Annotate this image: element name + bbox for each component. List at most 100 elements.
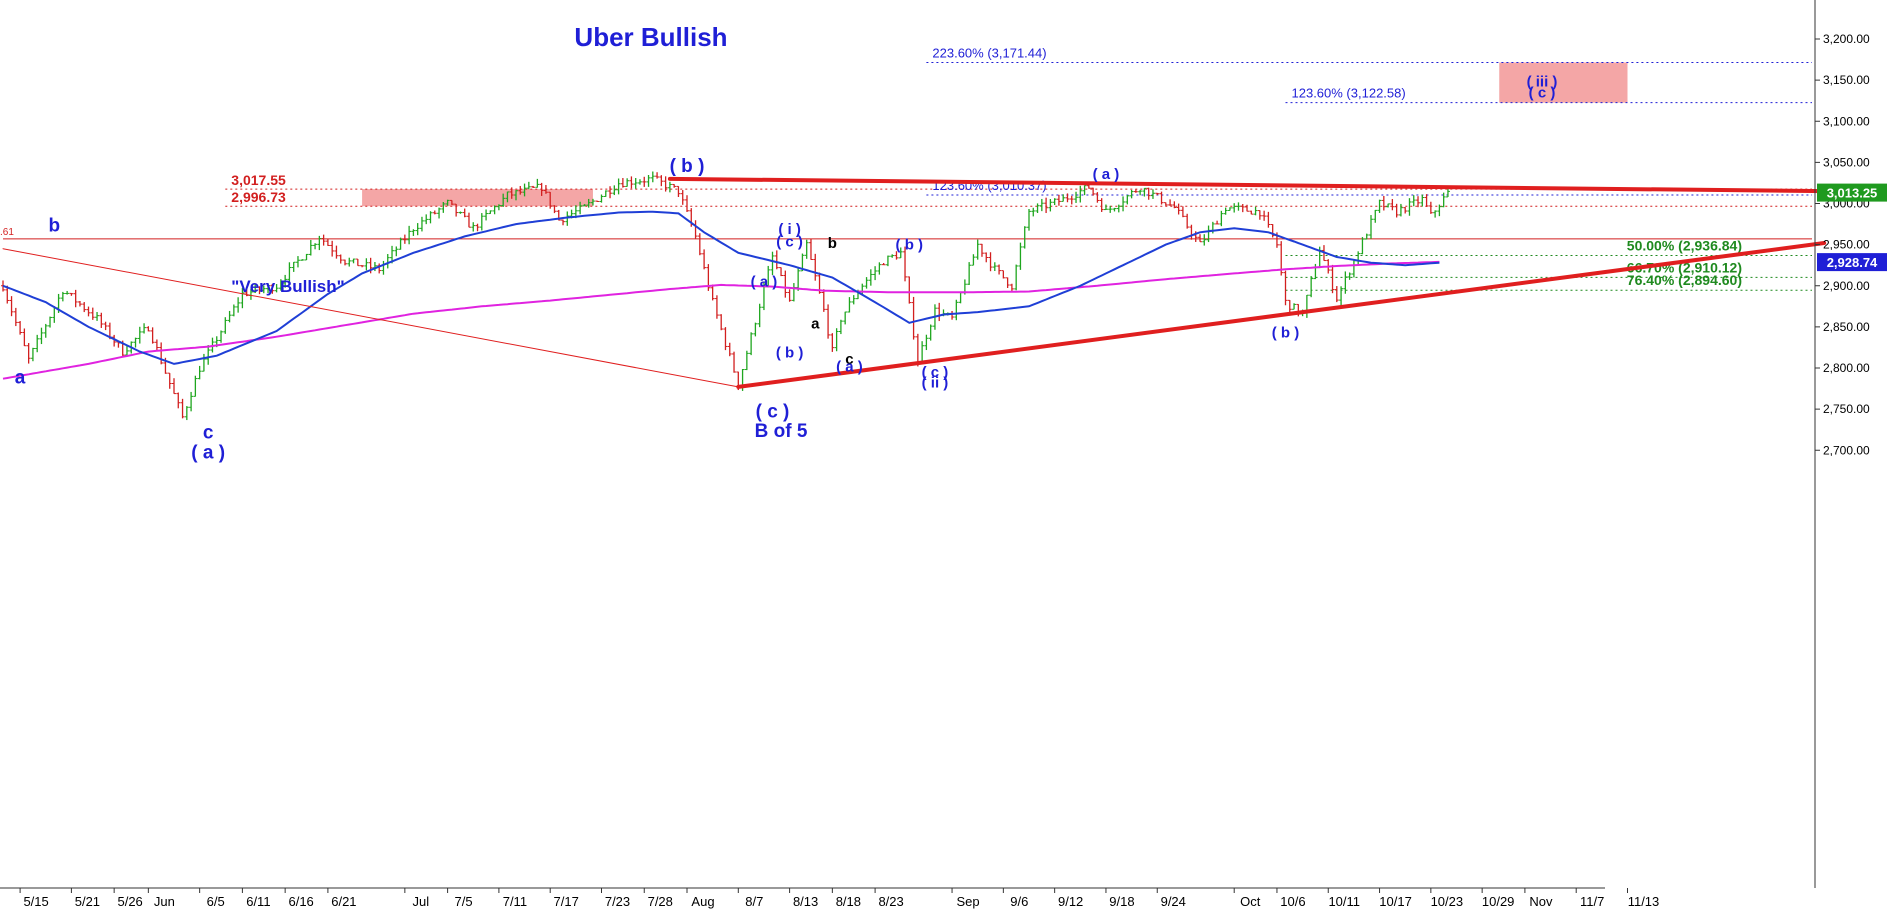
price-bar <box>223 317 228 334</box>
wave-label: ( c ) <box>776 233 803 250</box>
price-bar <box>48 316 53 328</box>
price-bar <box>133 337 138 348</box>
x-tick-label: 10/11 <box>1328 894 1360 909</box>
y-tick-label: 2,800.00 <box>1823 361 1870 375</box>
price-bar <box>432 210 437 215</box>
price-bar <box>360 265 365 268</box>
price-tags: 3,013.25 2,928.74 <box>1817 183 1887 272</box>
price-bar <box>1373 209 1378 223</box>
price-bar <box>655 172 660 179</box>
price-bar <box>873 266 878 281</box>
price-bar <box>672 183 677 188</box>
x-tick-label: Oct <box>1240 894 1261 909</box>
price-bar <box>1424 194 1429 207</box>
price-bar <box>90 307 95 320</box>
price-bar <box>445 199 450 206</box>
price-bar <box>266 283 271 293</box>
price-bar <box>142 323 147 334</box>
price-bar <box>471 222 476 232</box>
trendline <box>2 248 739 388</box>
trendline <box>736 240 1827 389</box>
price-bar <box>1420 194 1425 207</box>
price-bar <box>1236 202 1241 211</box>
price-bar <box>637 179 642 185</box>
price-bar <box>146 326 151 332</box>
price-bar <box>531 185 536 189</box>
x-tick-label: 9/24 <box>1161 894 1186 909</box>
price-bar <box>1031 207 1036 217</box>
price-bar <box>103 321 108 331</box>
price-bar <box>351 258 356 264</box>
price-bar <box>501 193 506 207</box>
price-bar <box>77 300 82 307</box>
price-bar <box>180 398 185 419</box>
price-bar <box>903 246 908 282</box>
price-bar <box>1309 276 1314 298</box>
price-bar <box>479 213 484 231</box>
price-bar <box>496 204 501 211</box>
price-bar <box>1369 215 1373 239</box>
price-bar <box>851 295 856 305</box>
x-tick-label: 6/5 <box>207 894 225 909</box>
price-bar <box>783 270 788 298</box>
x-tick-label: 5/15 <box>23 894 48 909</box>
price-bar <box>1056 194 1061 206</box>
price-bar <box>398 237 403 250</box>
price-bar <box>257 286 262 295</box>
price-bar <box>1411 195 1416 207</box>
price-bar <box>514 190 518 201</box>
price-bar <box>1283 270 1288 306</box>
x-tick-label: 8/18 <box>836 894 861 909</box>
x-tick-label: 7/11 <box>503 894 527 909</box>
price-bar <box>586 198 591 208</box>
price-bar <box>492 205 497 215</box>
fib-level-label: 50.00% (2,936.84) <box>1627 237 1742 253</box>
price-bar <box>484 209 489 221</box>
price-bar <box>732 351 737 373</box>
price-tag-label: 2,928.74 <box>1827 255 1878 270</box>
price-bar <box>1103 204 1108 211</box>
price-bar <box>954 299 959 321</box>
price-bar <box>847 297 852 313</box>
price-bar <box>552 205 557 214</box>
price-bar <box>1172 201 1177 209</box>
price-bar <box>197 365 202 380</box>
price-bar <box>578 201 583 215</box>
x-tick-label: 7/5 <box>455 894 473 909</box>
price-bar <box>334 245 339 259</box>
price-bar <box>167 372 172 389</box>
y-tick-label: 2,950.00 <box>1823 238 1870 252</box>
price-bar <box>1095 192 1100 203</box>
price-bar <box>150 327 155 344</box>
price-bar <box>646 175 651 187</box>
x-tick-label: 6/16 <box>288 894 313 909</box>
price-bar <box>1082 185 1087 196</box>
price-bar <box>313 243 318 250</box>
price-bar <box>710 284 715 301</box>
price-bar <box>1074 191 1079 203</box>
price-bar <box>509 187 514 199</box>
price-bar <box>1394 203 1399 218</box>
price-bar <box>1240 203 1245 213</box>
price-bar <box>1061 194 1066 202</box>
x-tick-label: 7/17 <box>554 894 579 909</box>
price-bar <box>137 326 142 344</box>
price-bar <box>1266 211 1271 228</box>
price-bar <box>274 284 279 293</box>
price-bar <box>308 239 313 256</box>
x-tick-label: 10/23 <box>1431 894 1464 909</box>
price-bar <box>206 345 211 365</box>
price-bar <box>95 312 100 321</box>
price-tag-label: 3,013.25 <box>1827 186 1878 201</box>
price-bar <box>355 258 360 267</box>
price-bar <box>291 261 296 272</box>
price-bar <box>1125 194 1130 205</box>
price-bar <box>779 267 784 277</box>
price-bar <box>1334 286 1339 303</box>
price-tag-box <box>1817 253 1887 272</box>
price-bar <box>240 287 245 309</box>
price-bar <box>1441 192 1446 208</box>
price-bar <box>73 289 78 308</box>
fib-level-label: 76.40% (2,894.60) <box>1627 272 1742 288</box>
price-bar <box>1048 198 1053 212</box>
